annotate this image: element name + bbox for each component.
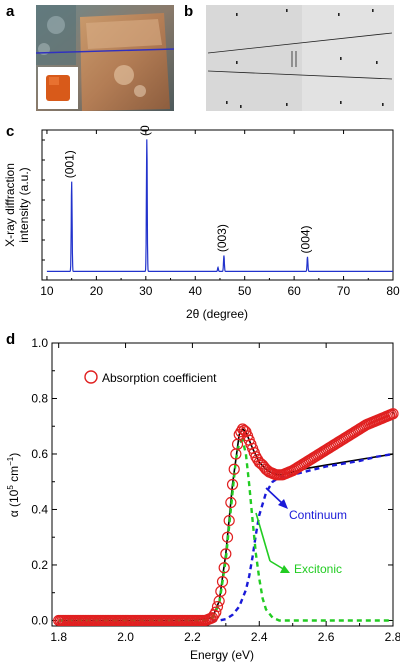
xrd-chart: (001) (002) (003) (004) 10 20 30 40 50 60 70 80 X-… (3, 125, 400, 321)
xrd-x-tick-label: 20 (90, 284, 104, 298)
abs-x-tick-label: 2.8 (385, 630, 400, 644)
legend-marker (84, 370, 98, 384)
absorption-point (223, 514, 235, 527)
abs-y-tick-label: 0.2 (31, 558, 48, 572)
abs-y-label: α (105 cm−1) (6, 453, 21, 518)
xrd-x-tick-label: 40 (189, 284, 203, 298)
absorption-point (218, 562, 230, 574)
abs-y-tick-label: 0.0 (31, 613, 48, 627)
abs-x-tick-label: 2.2 (184, 630, 201, 644)
abs-x-tick-label: 2.6 (318, 630, 335, 644)
absorption-point (211, 600, 224, 613)
absorption-point (206, 612, 219, 624)
xrd-x-tick-label: 30 (139, 284, 153, 298)
absorption-point (221, 531, 234, 543)
continuum-arrow (265, 487, 284, 505)
xrd-peak-label: (003) (215, 224, 229, 252)
abs-y-tick-label: 1.0 (31, 336, 48, 350)
xrd-x-tick-label: 80 (386, 284, 400, 298)
xrd-y-label-line-2: intensity (a.u.) (17, 167, 31, 242)
xrd-x-tick-label: 60 (287, 284, 301, 298)
absorption-point (210, 606, 222, 618)
excitonic-arrow (255, 512, 271, 562)
continuum-annotation: Continuum (289, 508, 347, 522)
xrd-x-label: 2θ (degree) (186, 307, 248, 321)
xrd-series-line (46, 139, 393, 272)
xrd-peak-label: (001) (63, 150, 77, 178)
absorption-point (228, 463, 240, 475)
xrd-plot-frame (41, 129, 394, 281)
xrd-peak-label: (002) (138, 125, 152, 136)
abs-y-tick-label: 0.6 (31, 447, 48, 461)
absorption-point (238, 424, 250, 436)
abs-x-tick-label: 2.0 (117, 630, 134, 644)
legend-label: Absorption coefficient (102, 371, 217, 385)
panel-label-d: d (6, 331, 16, 348)
panel-label-a: a (6, 3, 15, 20)
crystal-photo (36, 5, 174, 111)
absorption-point (387, 408, 399, 420)
excitonic-arrowhead (280, 565, 290, 573)
continuum-line (58, 452, 394, 622)
absorption-point (216, 576, 229, 588)
abs-y-tick-label: 0.8 (31, 391, 48, 405)
abs-x-tick-label: 2.4 (251, 630, 268, 644)
continuum-arrowhead (278, 499, 288, 509)
panel-label-c: c (6, 123, 15, 140)
absorption-point (220, 548, 232, 560)
abs-x-label: Energy (eV) (190, 648, 254, 662)
xrd-y-label-line-1: X-ray diffraction (3, 163, 17, 247)
excitonic-line (58, 437, 393, 622)
xrd-peak-label: (004) (298, 225, 312, 253)
absorption-point (226, 478, 239, 491)
absorption-point (225, 496, 237, 509)
xrd-x-tick-label: 50 (238, 284, 252, 298)
xrd-x-tick-label: 10 (40, 284, 54, 298)
absorption-chart: 1.8 2.0 2.2 2.4 2.6 2.8 0.0 0.2 0.4 0.6 0.8 1.0 Ab… (6, 336, 400, 662)
panel-label-b: b (184, 3, 194, 20)
abs-plot-frame (51, 342, 394, 627)
abs-y-tick-label: 0.4 (31, 502, 48, 516)
xrd-x-tick-label: 70 (337, 284, 351, 298)
abs-x-tick-label: 1.8 (50, 630, 67, 644)
diffraction-pattern (206, 5, 394, 111)
excitonic-annotation: Excitonic (294, 562, 342, 576)
